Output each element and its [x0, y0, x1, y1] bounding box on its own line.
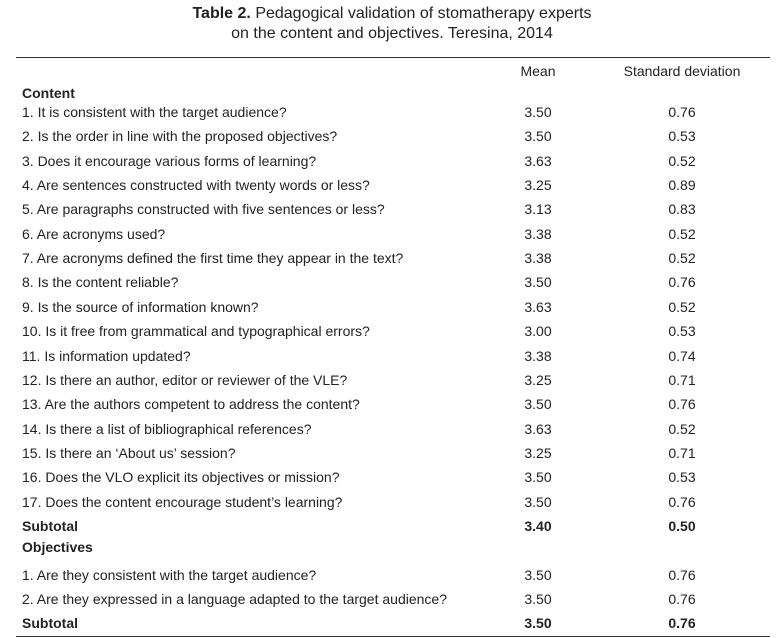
row-label: Subtotal [22, 517, 78, 534]
mean-cell: 3.50 [524, 396, 552, 413]
mean-cell: 3.63 [524, 152, 552, 169]
row-label: 16. Does the VLO explicit its objectives… [22, 469, 340, 486]
mean-cell: 3.50 [524, 591, 552, 607]
sd-cell: 0.83 [668, 201, 696, 218]
sd-cell: 0.76 [668, 566, 696, 583]
title-line: Table 2. Pedagogical validation of stoma… [0, 5, 784, 23]
row-label: 14. Is there a list of bibliographical r… [22, 420, 312, 437]
sd-cell: 0.53 [668, 323, 696, 340]
row-label: 13. Are the authors competent to address… [22, 396, 360, 413]
section-label: Objectives [22, 539, 93, 556]
row-label: 6. Are acronyms used? [22, 225, 166, 242]
sd-cell: 0.76 [668, 396, 696, 413]
sd-cell: 0.76 [668, 493, 696, 510]
mean-cell: 3.25 [524, 444, 552, 461]
row-label: 3. Does it encourage various forms of le… [22, 152, 317, 169]
mean-cell: 3.50 [524, 566, 552, 583]
row-label: 9. Is the source of information known? [22, 298, 259, 315]
mean-cell: 3.50 [524, 274, 552, 291]
sd-cell: 0.50 [668, 517, 696, 534]
top-rule [16, 57, 770, 58]
row-label: 11. Is information updated? [22, 347, 191, 364]
title-text: Pedagogical validation of stomatherapy e… [255, 5, 592, 22]
bottom-rule [16, 636, 770, 637]
mean-cell: 3.00 [524, 323, 552, 340]
column-header: Mean [520, 63, 556, 79]
row-label: 8. Is the content reliable? [22, 274, 179, 291]
column-header: Standard deviation [623, 63, 741, 79]
mean-cell: 3.50 [524, 469, 552, 486]
mean-cell: 3.50 [524, 615, 552, 632]
sd-cell: 0.52 [668, 225, 696, 242]
row-label: 2. Is the order in line with the propose… [22, 128, 338, 145]
sd-cell: 0.74 [668, 347, 696, 364]
row-label: 1. Are they consistent with the target a… [22, 566, 317, 583]
row-label: 1. It is consistent with the target audi… [22, 104, 287, 120]
sd-cell: 0.76 [668, 104, 696, 120]
sd-cell: 0.52 [668, 420, 696, 437]
sd-cell: 0.76 [668, 615, 696, 632]
mean-cell: 3.40 [524, 517, 552, 534]
row-label: 7. Are acronyms defined the first time t… [22, 250, 404, 267]
sd-cell: 0.76 [668, 274, 696, 291]
mean-cell: 3.13 [524, 201, 552, 218]
row-label: 4. Are sentences constructed with twenty… [22, 177, 370, 194]
row-label: 10. Is it free from grammatical and typo… [22, 323, 370, 340]
mean-cell: 3.25 [524, 177, 552, 194]
title-line: on the content and objectives. Teresina,… [231, 25, 553, 42]
sd-cell: 0.89 [668, 177, 696, 194]
sd-cell: 0.52 [668, 298, 696, 315]
sd-cell: 0.52 [668, 152, 696, 169]
mean-cell: 3.38 [524, 225, 552, 242]
sd-cell: 0.53 [668, 469, 696, 486]
row-label: 5. Are paragraphs constructed with five … [22, 201, 385, 218]
row-label: 17. Does the content encourage student’s… [22, 493, 343, 510]
mean-cell: 3.63 [524, 420, 552, 437]
mean-cell: 3.50 [524, 493, 552, 510]
sd-cell: 0.71 [668, 444, 696, 461]
mean-cell: 3.38 [524, 347, 552, 364]
table-label: Table 2. [192, 5, 251, 22]
sd-cell: 0.52 [668, 250, 696, 267]
sd-cell: 0.53 [668, 128, 696, 145]
row-label: 15. Is there an ‘About us’ session? [22, 444, 236, 461]
mean-cell: 3.25 [524, 371, 552, 388]
sd-cell: 0.71 [668, 371, 696, 388]
mean-cell: 3.50 [524, 104, 552, 120]
mean-cell: 3.63 [524, 298, 552, 315]
section-label: Content [22, 85, 75, 101]
row-label: 12. Is there an author, editor or review… [22, 371, 348, 388]
mean-cell: 3.50 [524, 128, 552, 145]
sd-cell: 0.76 [668, 591, 696, 607]
mean-cell: 3.38 [524, 250, 552, 267]
row-label: Subtotal [22, 615, 78, 632]
row-label: 2. Are they expressed in a language adap… [22, 591, 447, 607]
